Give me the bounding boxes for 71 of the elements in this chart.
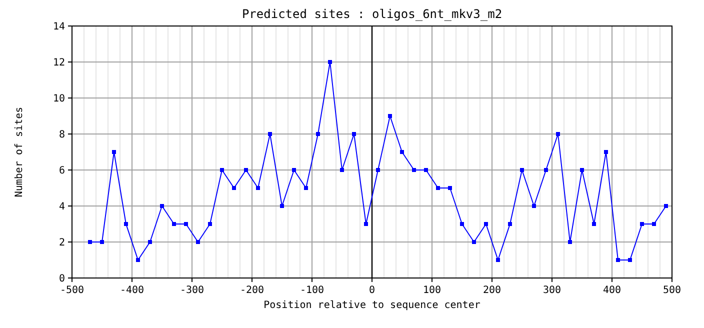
y-tick-label: 12 — [52, 58, 65, 68]
point — [592, 222, 596, 226]
point — [280, 204, 284, 208]
point — [136, 258, 140, 262]
point — [424, 168, 428, 172]
point — [268, 132, 272, 136]
x-tick-label: 200 — [482, 285, 502, 296]
x-tick-label: 400 — [602, 285, 622, 296]
point — [304, 186, 308, 190]
point — [220, 168, 224, 172]
point — [520, 168, 524, 172]
point — [544, 168, 548, 172]
point — [352, 132, 356, 136]
x-tick-label: -100 — [300, 285, 324, 296]
x-axis-title: Position relative to sequence center — [264, 300, 480, 311]
x-tick-label: -500 — [60, 285, 84, 296]
point — [472, 240, 476, 244]
point — [172, 222, 176, 226]
point — [388, 114, 392, 118]
chart-title: Predicted sites : oligos_6nt_mkv3_m2 — [242, 7, 502, 21]
point — [328, 60, 332, 64]
point — [508, 222, 512, 226]
point — [100, 240, 104, 244]
y-tick-label: 4 — [58, 202, 65, 212]
y-tick-label: 6 — [58, 166, 65, 176]
point — [412, 168, 416, 172]
point — [616, 258, 620, 262]
y-tick-label: 0 — [58, 274, 65, 284]
point — [340, 168, 344, 172]
point — [232, 186, 236, 190]
point — [112, 150, 116, 154]
point — [244, 168, 248, 172]
x-tick-label: -200 — [240, 285, 264, 296]
point — [376, 168, 380, 172]
point — [88, 240, 92, 244]
point — [460, 222, 464, 226]
point — [580, 168, 584, 172]
y-tick-label: 8 — [58, 130, 65, 140]
point — [400, 150, 404, 154]
point — [184, 222, 188, 226]
x-tick-label: 300 — [542, 285, 562, 296]
point — [652, 222, 656, 226]
x-tick-label: 100 — [422, 285, 442, 296]
y-tick-label: 2 — [58, 238, 65, 248]
point — [256, 186, 260, 190]
point — [484, 222, 488, 226]
point — [316, 132, 320, 136]
x-tick-label: 500 — [662, 285, 682, 296]
point — [604, 150, 608, 154]
point — [160, 204, 164, 208]
x-tick-label: 0 — [368, 285, 376, 296]
point — [664, 204, 668, 208]
x-tick-label: -300 — [180, 285, 204, 296]
point — [196, 240, 200, 244]
point — [448, 186, 452, 190]
point — [496, 258, 500, 262]
x-tick-label: -400 — [120, 285, 144, 296]
y-tick-label: 14 — [52, 22, 65, 32]
point — [556, 132, 560, 136]
y-axis-title: Number of sites — [14, 106, 25, 198]
point — [532, 204, 536, 208]
y-tick-label: 10 — [52, 94, 65, 104]
point — [208, 222, 212, 226]
point — [436, 186, 440, 190]
point — [292, 168, 296, 172]
point — [124, 222, 128, 226]
point — [148, 240, 152, 244]
point — [628, 258, 632, 262]
point — [640, 222, 644, 226]
point — [364, 222, 368, 226]
point — [568, 240, 572, 244]
